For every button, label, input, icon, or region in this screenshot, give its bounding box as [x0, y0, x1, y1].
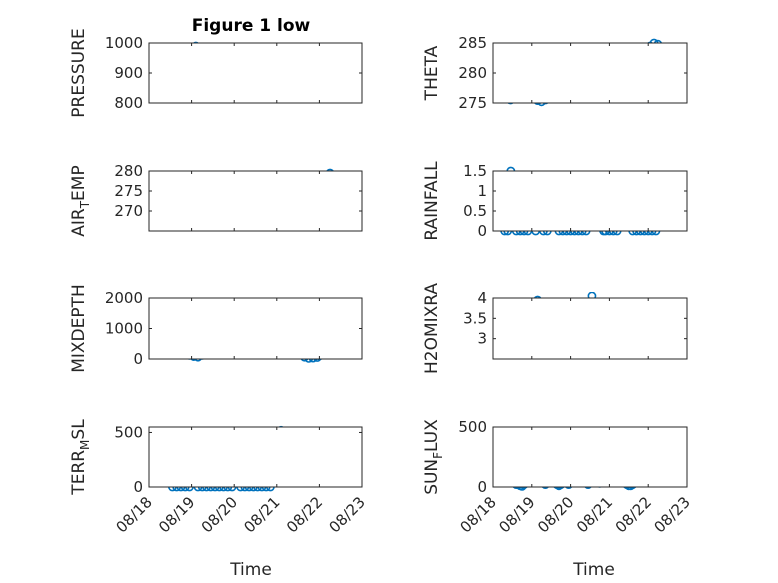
xlabel-left: Time	[229, 560, 272, 580]
panel-air-temp-ylabel: AIRTEMP	[69, 165, 92, 236]
panel-mixdepth-ylabel: MIXDEPTH	[69, 284, 89, 373]
panel-sun-flux-ytick-label: 500	[458, 418, 487, 436]
panel-rainfall-ytick-label: 1.5	[463, 162, 487, 180]
panel-mixdepth-ytick-label: 1000	[105, 320, 143, 338]
panel-rainfall-ytick-label: 0	[477, 222, 487, 240]
panel-h2omixra-box	[492, 297, 688, 360]
panel-terr-msl-box	[148, 426, 363, 488]
panel-theta: 275 280 285 THETA	[422, 34, 688, 112]
panel-rainfall-ytick-label: 1	[477, 182, 487, 200]
panel-pressure-ytick-label: 900	[114, 64, 143, 82]
panel-h2omixra-ytick-label: 3	[477, 330, 487, 348]
panel-h2omixra: 3 3.5 4 H2OMIXRA	[422, 283, 688, 374]
panel-pressure-box	[148, 42, 363, 104]
panel-pressure-ytick-label: 1000	[105, 34, 143, 52]
xlabel-right: Time	[572, 560, 615, 580]
panel-pressure-ytick-label: 800	[114, 94, 143, 112]
panel-pressure: 800 900 1000 PRESSURE	[69, 28, 363, 118]
panel-mixdepth-box	[148, 297, 363, 360]
panel-air-temp-box	[148, 170, 363, 232]
panel-terr-msl-ylabel: TERRMSL	[69, 419, 92, 496]
panel-terr-msl-ytick-label: 500	[114, 423, 143, 441]
panel-rainfall-ytick-label: 0.5	[463, 202, 487, 220]
panel-terr-msl-ytick-label: 0	[133, 478, 143, 496]
panel-theta-ytick-label: 285	[458, 34, 487, 52]
panel-air-temp-ytick-label: 275	[114, 182, 143, 200]
panel-sun-flux-box	[492, 426, 688, 488]
panel-sun-flux-ylabel: SUNFLUX	[422, 419, 445, 495]
panel-rainfall: 0 0.5 1 1.5 RAINFALL	[422, 161, 688, 241]
panel-theta-ylabel: THETA	[422, 45, 442, 101]
panel-sun-flux-ytick-label: 0	[477, 478, 487, 496]
panel-pressure-ylabel: PRESSURE	[69, 28, 89, 117]
panel-air-temp-ytick-label: 270	[114, 202, 143, 220]
panel-theta-ytick-label: 280	[458, 64, 487, 82]
panel-h2omixra-ylabel: H2OMIXRA	[422, 283, 442, 374]
panel-mixdepth: 0 1000 2000 MIXDEPTH	[69, 284, 363, 373]
panel-h2omixra-ytick-label: 4	[477, 289, 487, 307]
figure-title: Figure 1 low	[192, 16, 311, 36]
panel-mixdepth-ytick-label: 0	[133, 350, 143, 368]
panel-theta-box	[492, 42, 688, 104]
panel-rainfall-box	[492, 170, 688, 232]
panel-rainfall-ylabel: RAINFALL	[422, 161, 442, 241]
panel-theta-ytick-label: 275	[458, 94, 487, 112]
panel-air-temp: 270 275 280 AIRTEMP	[69, 162, 363, 237]
panel-air-temp-ytick-label: 280	[114, 162, 143, 180]
panel-mixdepth-ytick-label: 2000	[105, 289, 143, 307]
panel-h2omixra-ytick-label: 3.5	[463, 309, 487, 327]
